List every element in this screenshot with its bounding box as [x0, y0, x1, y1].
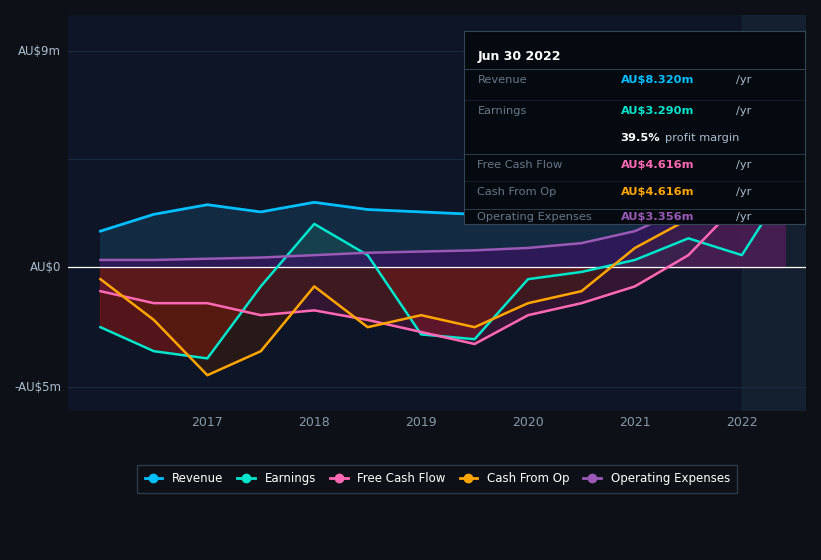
- Text: profit margin: profit margin: [665, 133, 739, 143]
- Text: /yr: /yr: [736, 187, 752, 197]
- Legend: Revenue, Earnings, Free Cash Flow, Cash From Op, Operating Expenses: Revenue, Earnings, Free Cash Flow, Cash …: [137, 465, 737, 492]
- Text: /yr: /yr: [736, 106, 752, 116]
- Text: /yr: /yr: [736, 212, 752, 222]
- Text: AU$4.616m: AU$4.616m: [621, 187, 694, 197]
- Bar: [742, 15, 806, 411]
- Text: 39.5%: 39.5%: [621, 133, 660, 143]
- Text: AU$3.356m: AU$3.356m: [621, 212, 694, 222]
- Text: Earnings: Earnings: [478, 106, 527, 116]
- Text: -AU$5m: -AU$5m: [14, 381, 61, 394]
- Text: AU$3.290m: AU$3.290m: [621, 106, 694, 116]
- Text: Free Cash Flow: Free Cash Flow: [478, 160, 562, 170]
- Text: AU$9m: AU$9m: [18, 45, 61, 58]
- Text: /yr: /yr: [736, 75, 752, 85]
- Text: Cash From Op: Cash From Op: [478, 187, 557, 197]
- Text: AU$4.616m: AU$4.616m: [621, 160, 694, 170]
- Text: /yr: /yr: [736, 160, 752, 170]
- Text: AU$0: AU$0: [30, 260, 61, 274]
- Text: Jun 30 2022: Jun 30 2022: [478, 50, 561, 63]
- Text: Operating Expenses: Operating Expenses: [478, 212, 592, 222]
- Text: Revenue: Revenue: [478, 75, 527, 85]
- Text: AU$8.320m: AU$8.320m: [621, 75, 694, 85]
